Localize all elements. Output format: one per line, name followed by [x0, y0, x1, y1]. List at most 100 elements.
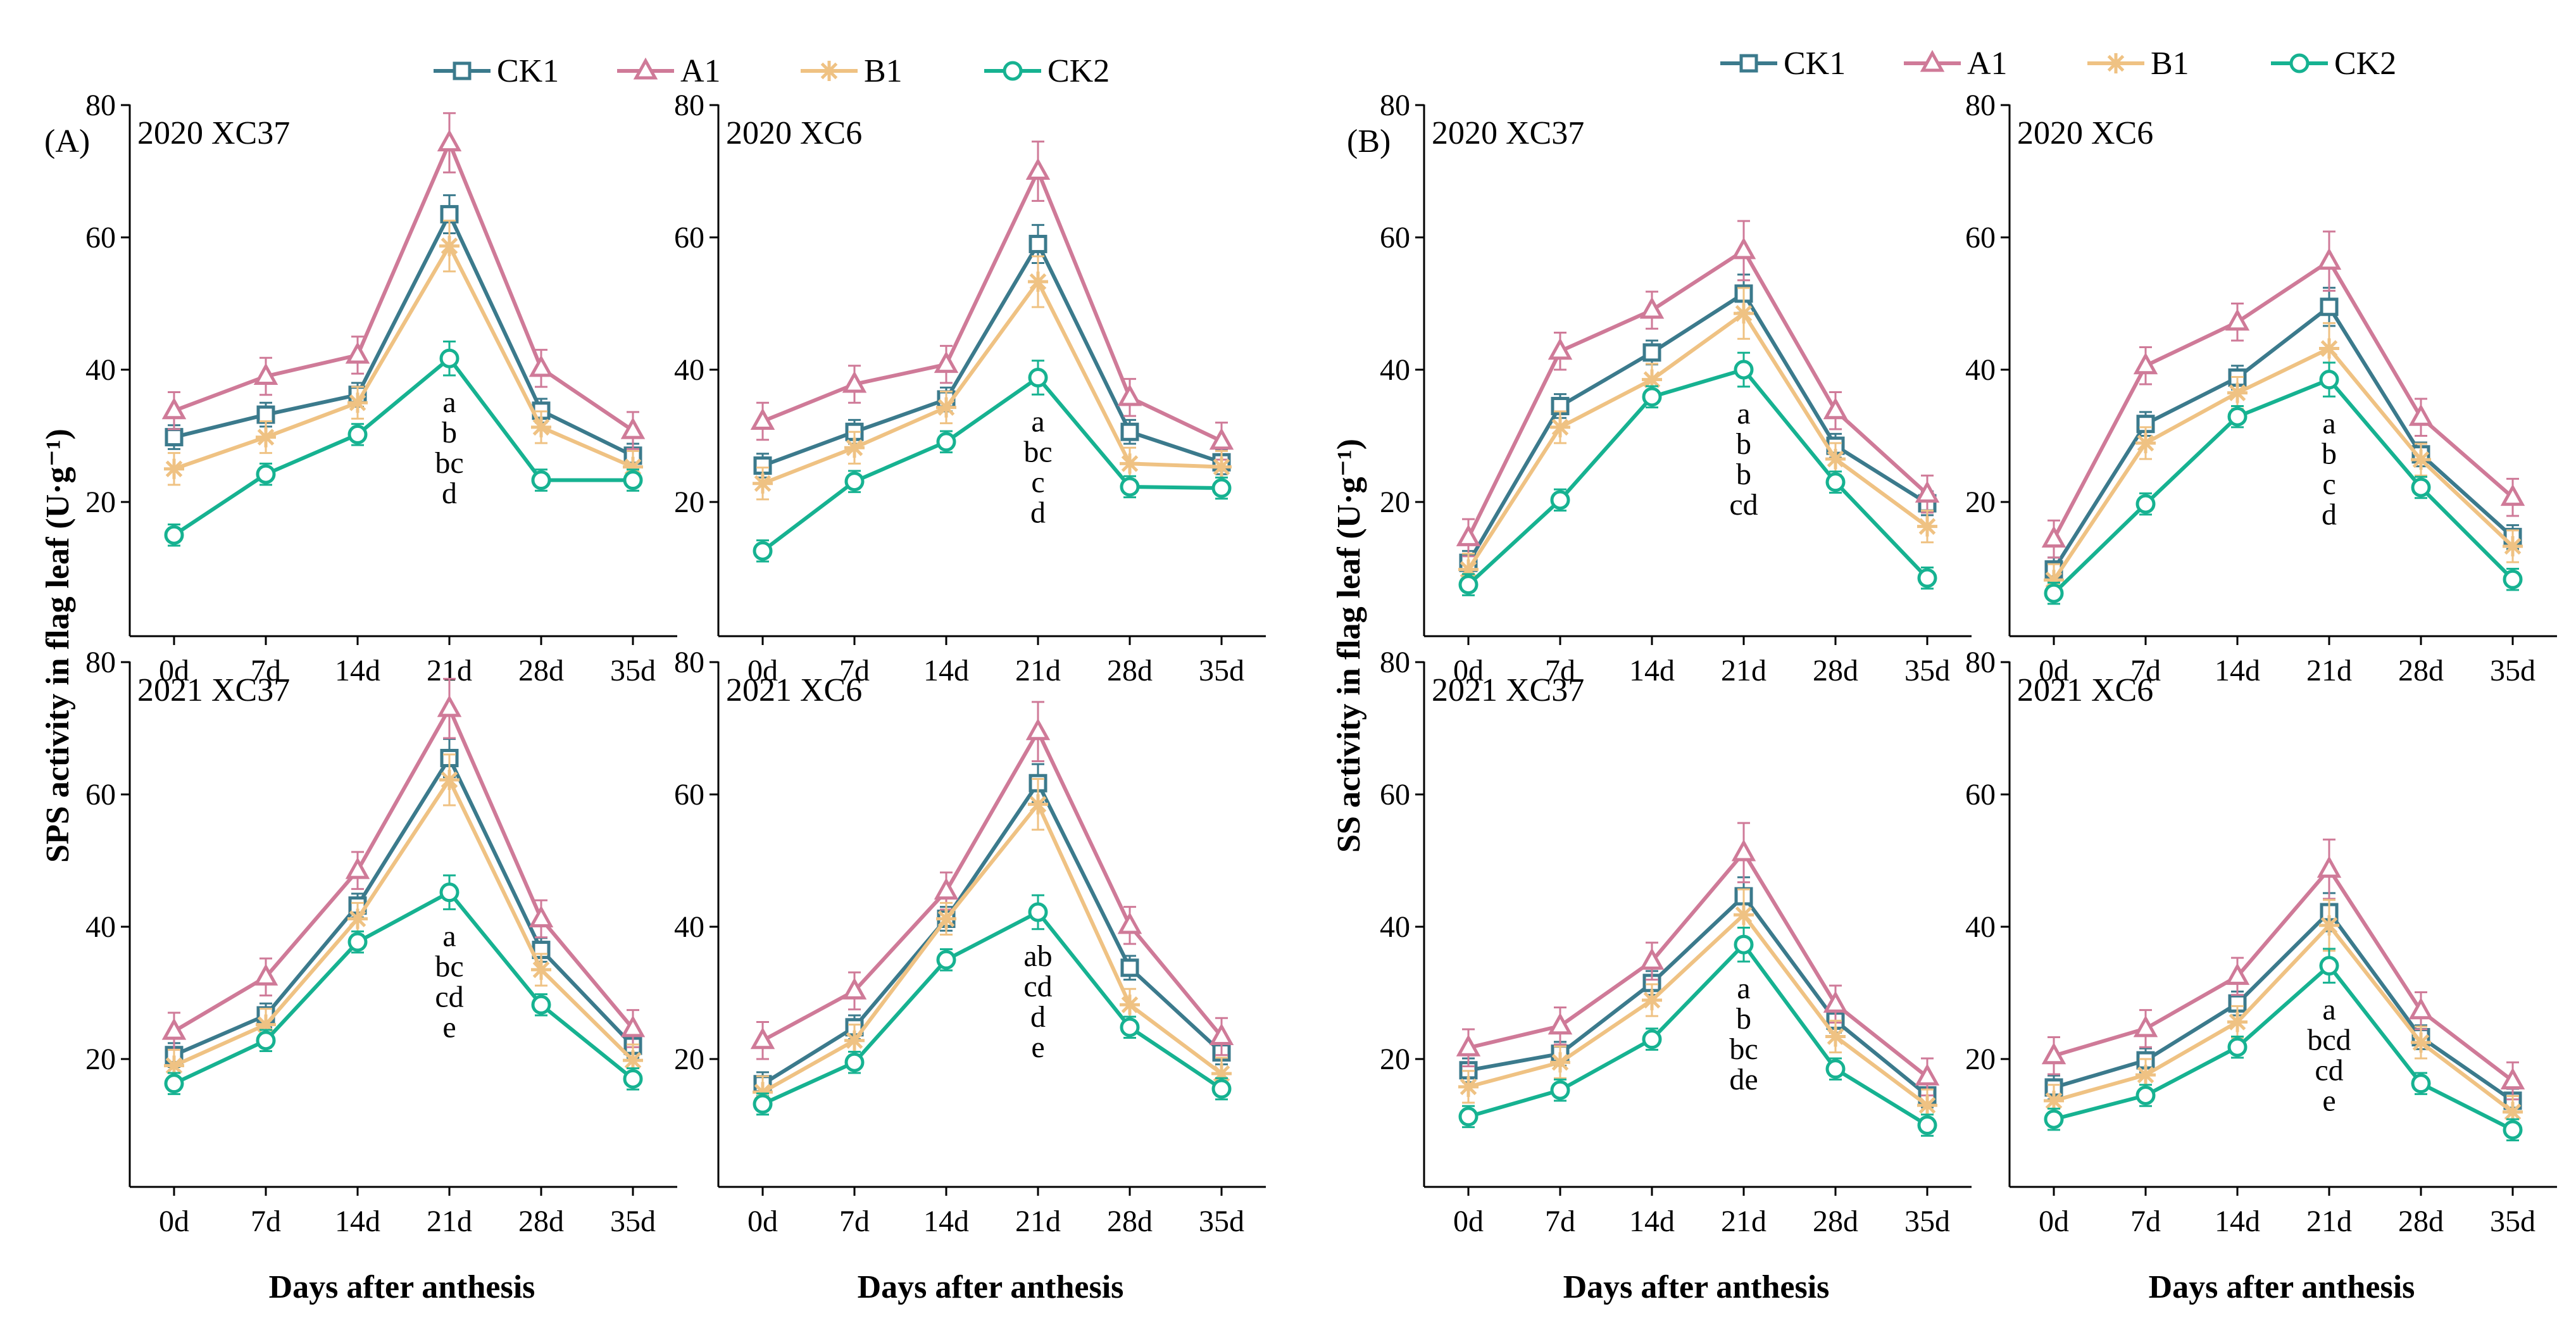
panel-1-series-b1-line [173, 244, 634, 471]
panel-4-series-ck1-line [761, 781, 1223, 1086]
legend-a-label-a1: A1 [680, 53, 721, 89]
panel-4-series-ck1-point-4 [1120, 958, 1139, 977]
panel-4-series-a1-point-5 [1209, 1023, 1234, 1045]
panel-1-series-b1-point-2 [347, 392, 368, 413]
section-label-b: (B) [1347, 123, 1391, 160]
panel-7-series-a1-point-1 [1547, 1012, 1573, 1035]
panel-3-xtick-label-2: 14d [335, 1205, 380, 1238]
panel-7-series-ck2-point-5 [1917, 1115, 1937, 1135]
panel-6-series-ck1-point-3 [2320, 298, 2339, 317]
panel-7-series-ck2-point-4 [1825, 1059, 1846, 1079]
panel-3-xtick-label-4: 28d [518, 1205, 564, 1238]
panel-5-ytick-label-80: 80 [1380, 89, 1410, 122]
panel-4-series-a1-point-1 [842, 977, 867, 1000]
panel-4-series-ck2-line [761, 910, 1223, 1106]
panel-5-xtick-label-1: 7d [1545, 654, 1575, 687]
panel-8-series-a1-point-2 [2225, 963, 2250, 985]
legend-b-label-ck1: CK1 [1784, 46, 1846, 82]
panel-2-xtick-label-4: 28d [1107, 654, 1153, 687]
panel-4-ytick-label-80: 80 [674, 646, 704, 679]
panel-4-series-ck2-point-1 [844, 1052, 865, 1072]
panel-1-series-b1 [164, 219, 643, 486]
panel-4-series-b1-point-4 [1120, 994, 1140, 1015]
panel-8-series-a1-point-0 [2041, 1042, 2066, 1065]
panel-3-xtick-label-3: 21d [427, 1205, 472, 1238]
panel-6-sig-letter-0: a [2322, 407, 2335, 441]
panel-2-series-a1-point-0 [750, 408, 775, 430]
legend-a: CK1 A1 B1 CK2 [434, 53, 1110, 89]
panel-5-series-ck2-point-4 [1825, 472, 1846, 492]
panel-6-series-ck1-line [2052, 304, 2515, 571]
panel-1-series-ck2-point-4 [531, 470, 551, 491]
panel-8-series-a1-point-5 [2500, 1067, 2525, 1089]
panel-4-xtick-label-5: 35d [1199, 1205, 1244, 1238]
ylabel-ss: SS activity in flag leaf (U·g⁻¹) [1331, 439, 1367, 853]
panel-2-ytick-label-80: 80 [674, 89, 704, 122]
panel-8: 20 40 60 80 0d 7d 14d 21d 28d 35d 2021 XC6 Days aft… [1965, 646, 2557, 1305]
panel-8-xtick-label-5: 35d [2490, 1205, 2535, 1238]
panel-6-ytick-label-40: 40 [1965, 353, 1996, 387]
panel-2-series-ck2-point-2 [936, 432, 956, 452]
panel-4-xtick-label-2: 14d [923, 1205, 969, 1238]
panel-1-series-a1-point-3 [437, 129, 462, 152]
panel-6-xtick-label-2: 14d [2215, 654, 2260, 687]
panel-7-title: 2021 XC37 [1432, 672, 1584, 708]
panel-3-sig-letter-2: cd [435, 981, 463, 1014]
panel-7-series-b1-line [1468, 913, 1929, 1107]
panel-5-series-b1-point-2 [1642, 369, 1662, 390]
panel-6-series-ck2-line [2052, 377, 2515, 595]
panel-1-series-b1-point-1 [256, 427, 276, 448]
panel-1-title: 2020 XC37 [137, 115, 290, 151]
legend-b-marker-b1 [2106, 53, 2126, 73]
panel-2-series-ck1-point-3 [1029, 234, 1047, 253]
panel-8-ytick-label-40: 40 [1965, 910, 1996, 944]
panel-8-ytick-label-80: 80 [1965, 646, 1996, 679]
panel-1-series-b1-point-0 [164, 458, 184, 479]
panel-7-xtick-label-4: 28d [1813, 1205, 1858, 1238]
panel-5-series-b1-point-0 [1458, 559, 1479, 580]
panel-3-series-ck2-point-0 [164, 1074, 184, 1094]
panel-2-series-ck2-point-0 [753, 541, 773, 561]
panel-3-series-a1 [161, 677, 646, 1051]
panel-3-series-b1-point-0 [164, 1055, 184, 1076]
panel-4-xtick-label-4: 28d [1107, 1205, 1153, 1238]
panel-5-series-b1-point-5 [1917, 516, 1937, 537]
panel-2-sig-letter-0: a [1031, 405, 1044, 439]
panel-1-series-ck1-line [173, 212, 634, 458]
panel-6-xtick-label-1: 7d [2130, 654, 2161, 687]
panel-1-series-b1-point-5 [623, 456, 643, 477]
legend-b-label-ck2: CK2 [2334, 46, 2396, 82]
panel-1-series-ck1-point-0 [165, 428, 184, 447]
panel-7-sig-letter-3: de [1729, 1063, 1758, 1096]
panel-5-series-a1-point-0 [1456, 524, 1481, 546]
panel-2-series-a1-point-5 [1209, 427, 1234, 450]
panel-7: 20 40 60 80 0d 7d 14d 21d 28d 35d 2021 XC37 Days af… [1380, 646, 1972, 1305]
panel-3-series-ck2-line [173, 890, 634, 1086]
panel-3-xtick-label-5: 35d [610, 1205, 656, 1238]
legend-b-marker-a1 [1920, 49, 1945, 72]
panel-6-xtick-label-5: 35d [2490, 654, 2535, 687]
panel-8-ytick-label-20: 20 [1965, 1043, 1996, 1076]
panel-8-xtick-label-2: 14d [2215, 1205, 2260, 1238]
panel-6-series-b1-point-3 [2319, 338, 2339, 359]
panel-7-series-b1-point-2 [1642, 989, 1662, 1010]
panel-7-xlabel: Days after anthesis [1563, 1269, 1830, 1305]
panel-8-series-a1-line [2053, 867, 2514, 1082]
legend-b-label-b1: B1 [2151, 46, 2189, 82]
panel-5-xtick-label-4: 28d [1813, 654, 1858, 687]
panel-5-series-a1-point-1 [1547, 337, 1573, 360]
panel-5-series-a1 [1456, 220, 1940, 558]
panel-1-series-ck2-point-3 [439, 348, 460, 368]
panel-8-series-a1-point-1 [2133, 1015, 2158, 1038]
panel-2-title: 2020 XC6 [726, 115, 862, 151]
panel-7-series-a1-point-0 [1456, 1034, 1481, 1057]
panel-1-sig-letter-1: b [442, 416, 457, 449]
panel-4-series-ck2-point-2 [936, 950, 956, 970]
panel-7-series-a1-point-3 [1731, 839, 1756, 862]
panel-5-series-ck1-line [1466, 291, 1929, 564]
panel-6-series-b1-line [2052, 346, 2515, 581]
panel-4-series-ck2-point-0 [753, 1094, 773, 1114]
panel-8-xtick-label-0: 0d [2039, 1205, 2069, 1238]
